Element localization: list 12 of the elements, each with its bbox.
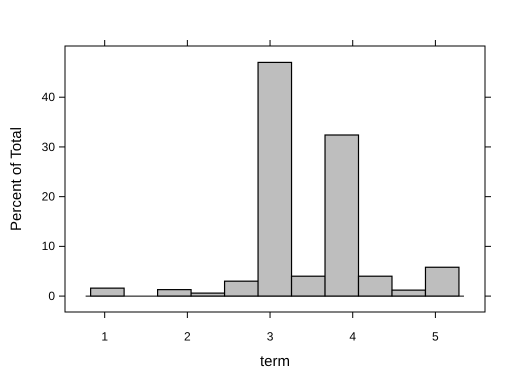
y-axis-title: Percent of Total — [8, 127, 25, 231]
x-axis-title: term — [260, 353, 290, 370]
y-tick-label: 20 — [42, 189, 56, 204]
y-tick-label: 0 — [48, 288, 56, 303]
x-tick-label: 2 — [184, 330, 192, 344]
x-tick-label: 3 — [266, 330, 274, 344]
x-tick-label: 4 — [349, 330, 356, 344]
y-tick-label: 40 — [42, 90, 56, 104]
y-tick-label: 30 — [42, 140, 56, 154]
x-tick-label: 1 — [101, 330, 108, 344]
x-tick-label: 5 — [432, 330, 440, 344]
y-tick-label: 10 — [42, 239, 56, 254]
